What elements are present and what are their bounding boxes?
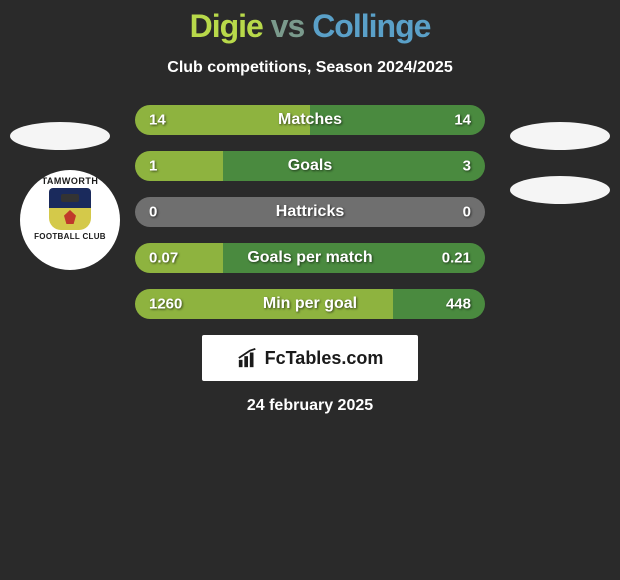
stat-bar-right <box>223 151 486 181</box>
stat-row: 1260 448 Min per goal <box>135 289 485 319</box>
brand-text: FcTables.com <box>265 348 384 369</box>
player2-badge-placeholder-1 <box>510 122 610 150</box>
stat-row: 14 14 Matches <box>135 105 485 135</box>
stat-value-right: 0 <box>463 204 471 221</box>
title-vs: vs <box>271 8 305 44</box>
crest-bottom-text: FOOTBALL CLUB <box>20 232 120 241</box>
main-container: Digie vs Collinge Club competitions, Sea… <box>0 0 620 415</box>
stat-row: 0 0 Hattricks <box>135 197 485 227</box>
page-title: Digie vs Collinge <box>0 8 620 45</box>
stat-row: 0.07 0.21 Goals per match <box>135 243 485 273</box>
player2-badge-placeholder-2 <box>510 176 610 204</box>
crest-top-text: TAMWORTH <box>20 170 120 186</box>
title-player1: Digie <box>190 8 263 44</box>
crest-shield-icon <box>49 188 91 230</box>
subtitle: Club competitions, Season 2024/2025 <box>0 59 620 77</box>
stat-value-right: 14 <box>454 112 471 129</box>
stat-value-left: 14 <box>149 112 166 129</box>
stat-value-left: 0 <box>149 204 157 221</box>
player1-club-crest: TAMWORTH FOOTBALL CLUB <box>20 170 120 270</box>
stat-label: Goals <box>288 157 332 175</box>
chart-icon <box>237 347 259 369</box>
footer-date: 24 february 2025 <box>0 397 620 415</box>
stat-label: Hattricks <box>276 203 344 221</box>
stat-label: Goals per match <box>247 249 372 267</box>
stat-label: Min per goal <box>263 295 357 313</box>
stats-block: 14 14 Matches 1 3 Goals 0 0 Hattricks 0.07 0.21 Goa… <box>135 105 485 319</box>
stat-bar-right <box>393 289 485 319</box>
stat-value-right: 3 <box>463 158 471 175</box>
stat-row: 1 3 Goals <box>135 151 485 181</box>
stat-value-right: 0.21 <box>442 250 471 267</box>
stat-value-left: 1260 <box>149 296 182 313</box>
stat-value-left: 1 <box>149 158 157 175</box>
stat-value-right: 448 <box>446 296 471 313</box>
player1-badge-placeholder <box>10 122 110 150</box>
brand-logo: FcTables.com <box>202 335 418 381</box>
title-player2: Collinge <box>312 8 430 44</box>
stat-label: Matches <box>278 111 342 129</box>
stat-value-left: 0.07 <box>149 250 178 267</box>
